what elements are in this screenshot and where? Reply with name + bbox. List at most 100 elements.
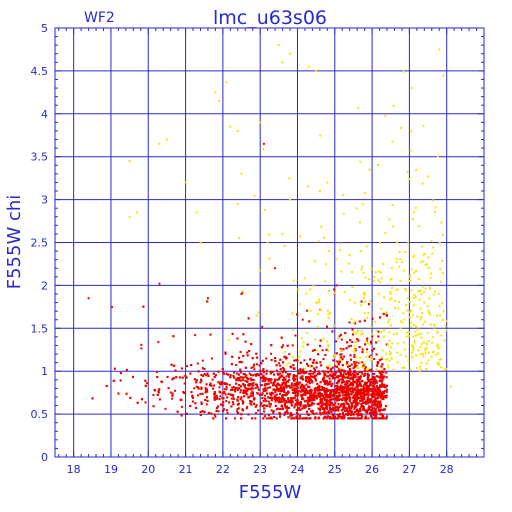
scatter-point [276,399,279,402]
scatter-point [399,327,402,330]
scatter-point [338,357,341,360]
scatter-point [392,368,395,371]
scatter-point [268,233,271,236]
scatter-point [291,312,294,315]
scatter-point [303,387,306,390]
scatter-point [223,382,226,385]
scatter-point [433,290,436,293]
scatter-point [356,393,359,396]
scatter-point [200,386,203,389]
scatter-point [262,404,265,407]
scatter-point [259,403,262,406]
scatter-point [343,355,346,358]
scatter-point [365,245,368,248]
scatter-point [279,372,282,375]
scatter-point [331,398,334,401]
scatter-point [244,366,247,369]
scatter-point [352,322,355,325]
scatter-point [338,380,341,383]
scatter-point [319,411,322,414]
scatter-point [434,206,437,209]
scatter-point [427,351,430,354]
scatter-point [351,402,354,405]
scatter-point [378,386,381,389]
scatter-point [440,259,443,262]
scatter-point [308,378,311,381]
scatter-point [244,390,247,393]
scatter-point [361,415,364,418]
scatter-point [333,356,336,359]
scatter-point [377,340,380,343]
scatter-point [129,396,132,399]
scatter-point [404,251,407,254]
scatter-point [337,396,340,399]
scatter-point [400,261,403,264]
scatter-point [422,124,425,127]
scatter-point [359,389,362,392]
scatter-point [319,398,322,401]
scatter-point [352,388,355,391]
scatter-point [403,318,406,321]
scatter-point [299,417,302,420]
scatter-point [309,372,312,375]
scatter-point [250,366,253,369]
scatter-point [291,389,294,392]
scatter-point [350,377,353,380]
scatter-point [314,338,317,341]
scatter-point [350,344,353,347]
scatter-point [346,363,349,366]
scatter-point [426,263,429,266]
scatter-point [241,402,244,405]
scatter-point [418,278,421,281]
scatter-point [402,269,405,272]
scatter-point [421,182,424,185]
scatter-point [190,364,193,367]
scatter-point [340,270,343,273]
scatter-point [374,399,377,402]
scatter-point [362,385,365,388]
scatter-point [368,398,371,401]
scatter-point [238,361,241,364]
scatter-point [241,376,244,379]
x-tick-label: 20 [141,463,155,476]
scatter-point [370,340,373,343]
scatter-point [427,340,430,343]
scatter-point [367,303,370,306]
scatter-point [367,311,370,314]
scatter-point [348,389,351,392]
scatter-point [189,372,192,375]
scatter-point [336,387,339,390]
scatter-point [378,400,381,403]
scatter-point [297,402,300,405]
scatter-point [306,385,309,388]
scatter-point [314,390,317,393]
scatter-point [356,329,359,332]
scatter-point [310,398,313,401]
scatter-point [439,280,442,283]
scatter-point [259,404,262,407]
scatter-point [368,408,371,411]
scatter-point [325,370,328,373]
scatter-point [182,391,185,394]
scatter-point [361,380,364,383]
scatter-point [347,391,350,394]
scatter-point [378,392,381,395]
scatter-point [410,351,413,354]
scatter-point [192,396,195,399]
scatter-point [348,364,351,367]
scatter-point [244,373,247,376]
scatter-point [368,412,371,415]
scatter-point [200,380,203,383]
scatter-point [354,387,357,390]
scatter-point [314,368,317,371]
scatter-point [349,414,352,417]
scatter-point [273,378,276,381]
scatter-point [276,383,279,386]
scatter-point [328,364,331,367]
scatter-point [237,407,240,410]
scatter-point [284,378,287,381]
scatter-point [273,397,276,400]
scatter-point [357,402,360,405]
scatter-point [363,396,366,399]
scatter-point [388,350,391,353]
